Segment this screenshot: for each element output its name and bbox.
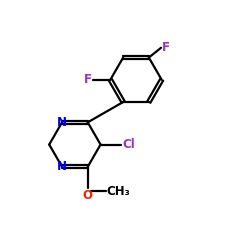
Text: CH₃: CH₃ bbox=[106, 185, 130, 198]
Text: Cl: Cl bbox=[122, 138, 135, 151]
Text: F: F bbox=[84, 73, 92, 86]
Text: F: F bbox=[162, 41, 170, 54]
Text: O: O bbox=[83, 189, 93, 202]
Text: N: N bbox=[57, 160, 67, 173]
Text: N: N bbox=[57, 116, 67, 129]
